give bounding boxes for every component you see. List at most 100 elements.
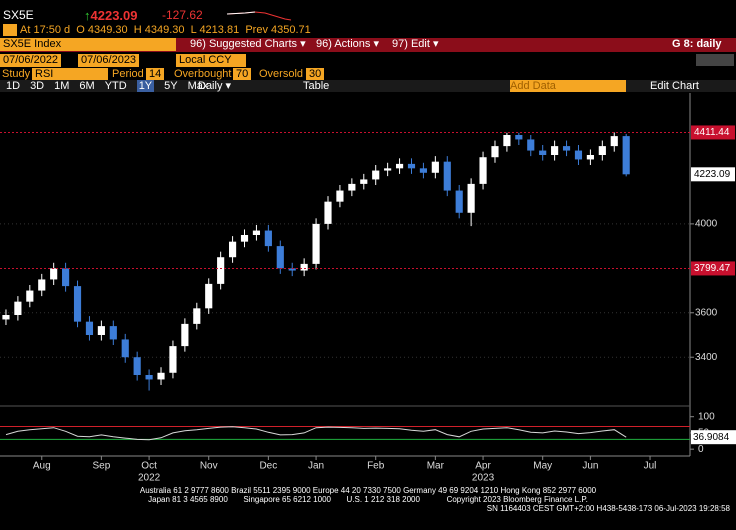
last-label: 4223.09 (694, 169, 731, 180)
level-label: 4411.44 (694, 127, 730, 138)
candle-body (479, 157, 487, 184)
candle-body (252, 230, 261, 235)
last-price: ↑4223.09 (84, 8, 138, 23)
rsi-label: 36.9084 (693, 432, 730, 443)
overbought[interactable]: 70 (233, 68, 252, 81)
range-button[interactable]: 1M (54, 80, 70, 92)
candle-body (372, 170, 380, 180)
frequency-text[interactable]: Daily (198, 80, 223, 92)
last-badge (691, 167, 735, 182)
candle-body (574, 150, 583, 160)
candle-body (229, 241, 237, 258)
candle-body (336, 190, 344, 202)
end-date[interactable]: 07/06/2023 (78, 54, 140, 67)
range-button[interactable]: 5Y (164, 80, 178, 92)
footer-1: Australia 61 2 9777 8600 Brazil 5511 239… (139, 486, 597, 495)
menu[interactable]: 96) Suggested Charts ▾ (190, 38, 306, 50)
candle-body (133, 357, 141, 375)
candle-body (14, 301, 22, 315)
candle-body (324, 201, 332, 224)
menu-bar (0, 38, 736, 52)
y-tick-label: 3400 (695, 352, 718, 363)
candle-body (348, 183, 356, 191)
oversold-label: Oversold (259, 68, 304, 80)
high: H 4349.30 (133, 24, 185, 36)
range-button[interactable]: 6M (79, 80, 95, 92)
candle-body (586, 155, 594, 160)
candle-body (419, 168, 427, 173)
footer-2: Japan 81 3 4565 8900 Singapore 65 6212 1… (148, 495, 588, 504)
candle-body (467, 183, 475, 213)
candle-body (97, 326, 105, 335)
menu-item[interactable]: 96) Actions (316, 38, 371, 50)
candle-body (300, 263, 308, 271)
rsi-line (5, 426, 627, 441)
menu-item[interactable]: 96) Suggested Charts (190, 38, 298, 50)
menu[interactable]: 96) Actions ▾ (316, 38, 379, 50)
level-badge (691, 125, 735, 140)
frequency[interactable]: Daily ▾ (198, 80, 232, 92)
period[interactable]: 14 (146, 68, 165, 81)
ticker: SX5E (3, 8, 34, 22)
icon (3, 24, 17, 36)
candle-body (121, 339, 129, 358)
candle-body (205, 283, 213, 309)
candle-body (157, 372, 165, 380)
candle-body (395, 163, 404, 169)
overbought-label: Overbought (174, 68, 232, 80)
range-button[interactable]: Max (187, 80, 209, 92)
candle-body (431, 161, 439, 173)
add-data[interactable]: Add Data (510, 80, 626, 92)
sparkline (226, 11, 292, 21)
candle-body (50, 268, 58, 280)
menu-item[interactable]: 97) Edit (392, 38, 430, 50)
security-field[interactable]: SX5E Index (0, 38, 176, 51)
x-tick-label: Feb (367, 461, 385, 472)
x-tick-label: Oct (141, 461, 157, 472)
candle-body (491, 146, 499, 158)
x-tick-label: Dec (259, 461, 277, 472)
y-tick-label: 4000 (695, 219, 718, 230)
currency[interactable]: Local CCY (176, 54, 246, 67)
time: At 17:50 d (20, 24, 71, 36)
candle-body (539, 150, 547, 155)
candle-body (169, 346, 177, 373)
spark-path-white (226, 11, 256, 15)
oversold[interactable]: 30 (306, 68, 325, 81)
table-button[interactable]: Table (303, 80, 330, 92)
candle-body (515, 135, 523, 140)
period-label: Period (112, 68, 144, 80)
y-tick-label: 100 (698, 411, 715, 422)
year-label: 2023 (472, 473, 495, 484)
range-button[interactable]: 1D (6, 80, 21, 92)
chart-id: G 8: daily (672, 38, 722, 50)
candle-body (217, 257, 225, 284)
candle-body (73, 286, 82, 322)
x-tick-label: Jan (308, 461, 324, 472)
candle-body (503, 135, 511, 147)
edit-chart[interactable]: Edit Chart (650, 80, 699, 92)
candle-body (109, 326, 117, 340)
candle-body (360, 179, 368, 184)
y-tick-label: 0 (698, 444, 704, 455)
study-name[interactable]: RSI (32, 68, 108, 81)
x-tick-label: Sep (92, 461, 110, 472)
start-date[interactable]: 07/06/2022 (0, 54, 62, 67)
change: -127.62 (162, 8, 203, 22)
candle-body (264, 230, 272, 247)
range-button[interactable]: 1Y (136, 80, 155, 92)
range-button[interactable]: 3D (30, 80, 45, 92)
menu[interactable]: 97) Edit ▾ (392, 38, 439, 50)
candle-body (62, 268, 70, 287)
open: O 4349.30 (76, 24, 128, 36)
y-tick-label: 3600 (695, 307, 718, 318)
candle-body (312, 223, 320, 264)
candle-body (38, 279, 46, 291)
nav-buttons[interactable] (696, 54, 734, 66)
candle-body (288, 268, 296, 271)
x-tick-label: May (533, 461, 552, 472)
candle-body (443, 161, 451, 191)
range-button[interactable]: YTD (104, 80, 127, 92)
level-label: 3799.47 (694, 263, 731, 274)
